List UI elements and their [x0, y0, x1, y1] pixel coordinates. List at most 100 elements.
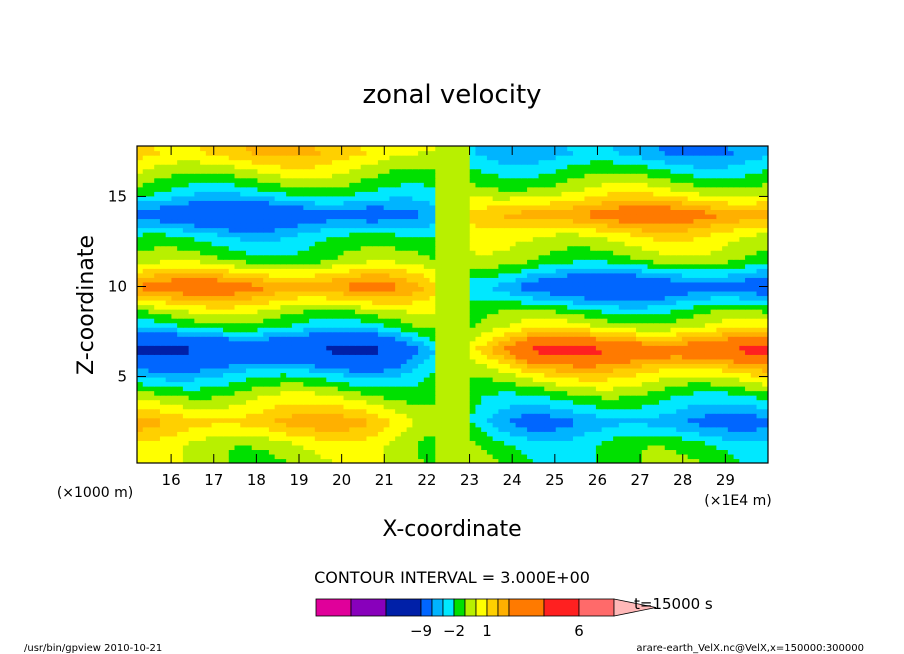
field-cell	[223, 372, 230, 378]
field-cell	[303, 327, 310, 333]
field-cell	[469, 435, 477, 441]
field-cell	[274, 277, 282, 283]
field-cell	[211, 295, 218, 301]
field-cell	[223, 354, 230, 360]
field-cell	[607, 304, 614, 310]
field-cell	[441, 449, 448, 455]
field-cell	[182, 363, 190, 369]
field-cell	[268, 254, 276, 260]
field-cell	[280, 336, 287, 342]
field-cell	[538, 268, 545, 274]
field-cell	[762, 395, 768, 401]
field-cell	[211, 390, 218, 396]
field-cell	[372, 281, 379, 287]
field-cell	[159, 336, 167, 342]
field-cell	[550, 345, 557, 351]
field-cell	[486, 386, 494, 392]
field-cell	[286, 413, 293, 419]
field-cell	[137, 363, 144, 369]
field-cell	[182, 327, 190, 333]
field-cell	[337, 304, 345, 310]
field-cell	[567, 299, 574, 306]
field-cell	[463, 340, 471, 346]
field-cell	[532, 268, 540, 274]
field-cell	[154, 390, 161, 396]
field-cell	[486, 431, 494, 437]
field-cell	[171, 272, 178, 278]
field-cell	[320, 440, 327, 446]
field-cell	[636, 367, 643, 374]
field-cell	[154, 449, 161, 455]
field-cell	[354, 413, 362, 419]
field-cell	[458, 313, 465, 319]
field-cell	[727, 277, 735, 283]
field-cell	[291, 354, 299, 360]
field-cell	[354, 336, 362, 342]
field-cell	[584, 399, 591, 405]
field-cell	[756, 349, 763, 355]
field-cell	[446, 449, 454, 455]
field-cell	[670, 426, 677, 432]
field-cell	[664, 263, 672, 269]
field-cell	[303, 386, 310, 392]
field-cell	[349, 435, 356, 441]
field-cell	[613, 390, 620, 396]
field-cell	[418, 327, 425, 333]
field-cell	[171, 304, 178, 310]
field-cell	[710, 376, 717, 383]
field-cell	[498, 395, 505, 401]
field-cell	[332, 395, 339, 401]
field-cell	[538, 299, 545, 306]
field-cell	[762, 399, 768, 405]
field-cell	[532, 458, 540, 463]
field-cell	[395, 259, 402, 265]
field-cell	[441, 299, 448, 306]
field-cell	[320, 435, 327, 441]
field-cell	[750, 458, 758, 463]
field-cell	[544, 381, 551, 387]
field-cell	[647, 458, 654, 463]
field-cell	[200, 408, 207, 414]
field-cell	[550, 272, 557, 278]
field-cell	[555, 417, 563, 423]
field-cell	[653, 336, 660, 342]
field-cell	[182, 408, 190, 414]
field-cell	[572, 281, 580, 287]
field-cell	[280, 254, 287, 260]
field-cell	[159, 309, 167, 315]
field-cell	[739, 304, 746, 310]
field-cell	[332, 367, 339, 374]
field-cell	[601, 272, 608, 278]
field-cell	[538, 277, 545, 283]
field-cell	[555, 299, 563, 306]
field-cell	[200, 281, 207, 287]
field-cell	[223, 268, 230, 274]
field-cell	[716, 263, 723, 269]
field-cell	[211, 304, 218, 310]
field-cell	[750, 417, 758, 423]
field-cell	[240, 272, 247, 278]
field-cell	[159, 331, 167, 337]
field-cell	[360, 259, 368, 265]
field-cell	[624, 327, 631, 333]
field-cell	[211, 345, 218, 351]
field-cell	[498, 277, 505, 283]
field-cell	[326, 449, 333, 455]
field-cell	[257, 263, 264, 269]
field-cell	[332, 322, 339, 328]
field-cell	[659, 376, 666, 383]
field-cell	[423, 336, 431, 342]
field-cell	[762, 449, 768, 455]
field-cell	[653, 304, 660, 310]
field-cell	[326, 340, 333, 346]
field-cell	[182, 309, 190, 315]
field-cell	[641, 318, 649, 324]
field-cell	[716, 304, 723, 310]
field-cell	[309, 272, 316, 278]
field-cell	[762, 286, 768, 292]
field-cell	[504, 404, 511, 410]
field-cell	[561, 381, 568, 387]
field-cell	[429, 286, 436, 292]
field-cell	[366, 431, 373, 437]
field-cell	[745, 272, 752, 278]
